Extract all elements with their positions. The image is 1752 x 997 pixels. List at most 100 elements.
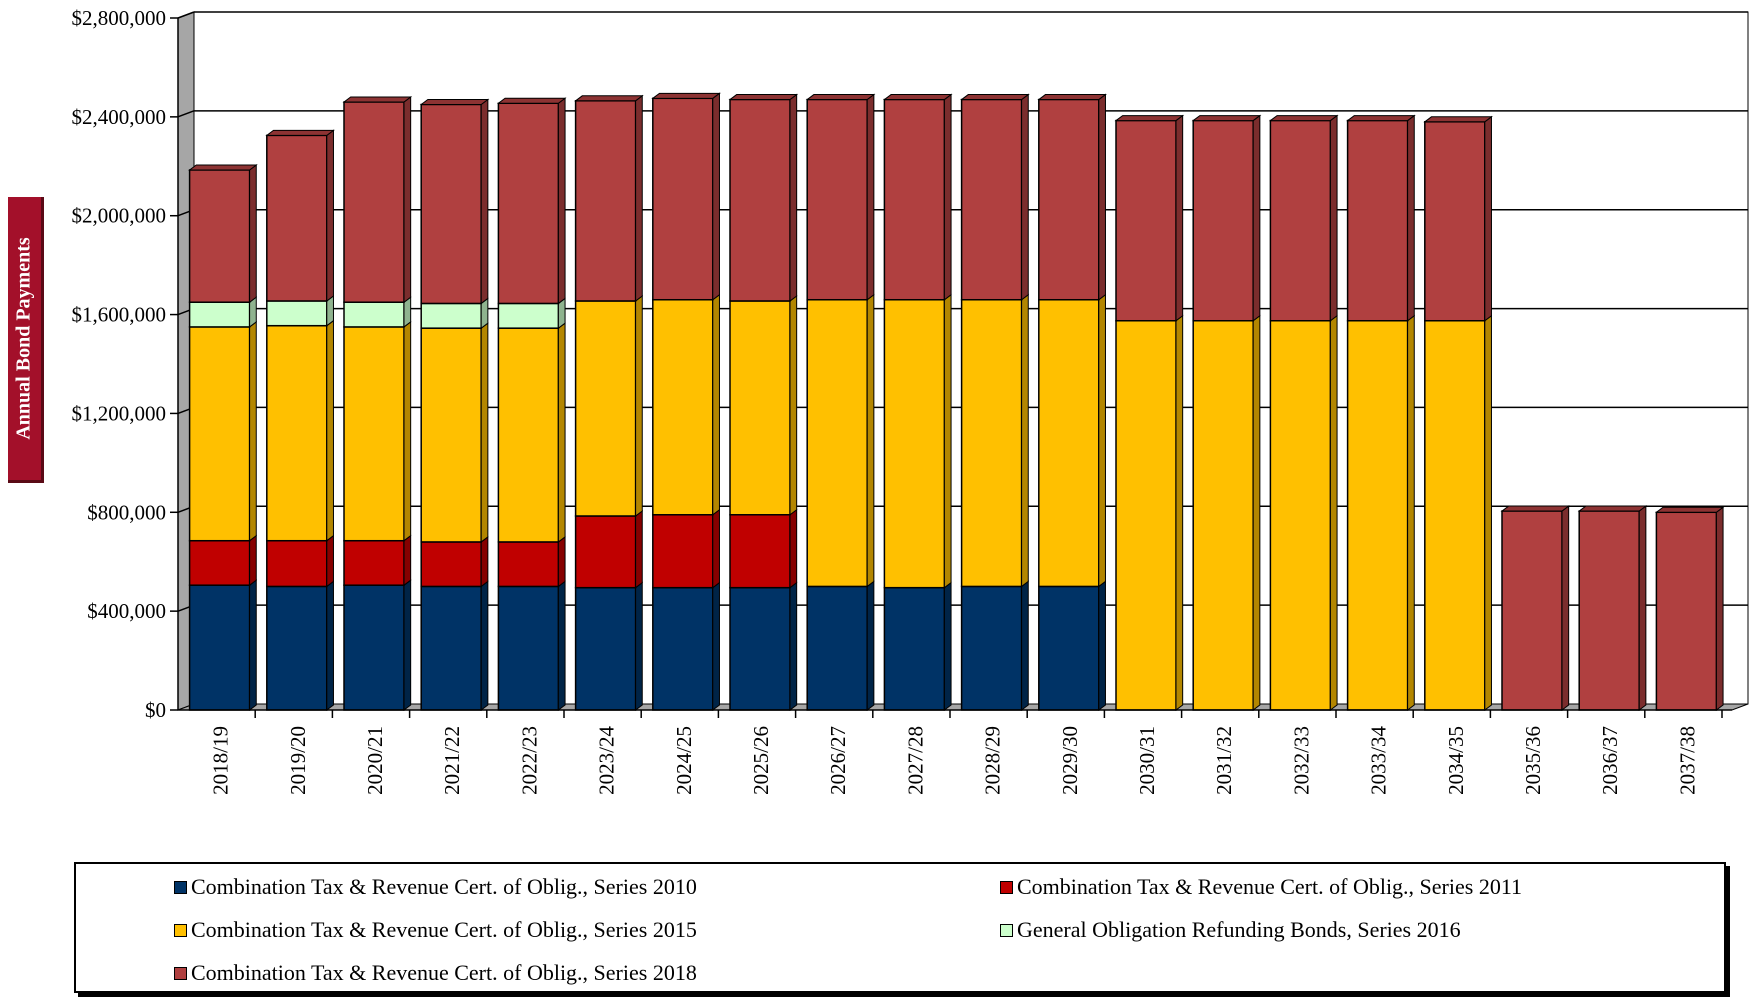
bar-front	[497, 102, 560, 305]
bar-segment	[343, 296, 412, 328]
bar-side	[326, 319, 334, 542]
bar-side	[1252, 114, 1261, 322]
bar-side	[1407, 314, 1415, 711]
bar-side	[326, 129, 334, 302]
y-tick-label: $800,000	[87, 500, 166, 524]
bar-segment	[960, 580, 1029, 711]
bar-segment	[188, 320, 257, 542]
bar-segment	[497, 322, 566, 543]
bar-front	[1269, 320, 1332, 711]
bar-front	[420, 585, 482, 711]
bar-segment	[729, 581, 798, 711]
bar-front	[497, 327, 560, 543]
bar-segment	[806, 293, 875, 588]
bar-top	[1191, 115, 1262, 122]
bar-side	[1098, 580, 1106, 712]
bar-front	[652, 298, 714, 516]
bar-front	[1192, 320, 1254, 711]
bar-front	[729, 586, 791, 711]
bar-segment	[343, 320, 412, 542]
bar-top	[265, 129, 335, 136]
x-tick-label: 2034/35	[1444, 726, 1468, 795]
x-tick-label: 2027/28	[903, 726, 927, 795]
legend-item-series-2010: Combination Tax & Revenue Cert. of Oblig…	[174, 874, 697, 900]
bar-top	[1423, 116, 1493, 123]
axis-layer: $0 $400,000 $800,000 $1,200,000 $1,600,000 $2…	[72, 6, 1732, 795]
bar-front	[729, 300, 791, 516]
bar-segment	[1346, 114, 1415, 322]
bar-side	[712, 92, 720, 301]
bar-segment	[497, 535, 566, 588]
bar-side	[712, 293, 720, 516]
y-tick-label: $2,800,000	[72, 6, 167, 30]
bar-segment	[1501, 505, 1570, 712]
bar-side	[943, 581, 952, 712]
bar-front	[1038, 585, 1100, 711]
bar-segment	[883, 581, 952, 712]
bar-segment	[420, 322, 489, 543]
bar-side	[789, 294, 798, 516]
bar-side	[712, 508, 720, 589]
bar-front	[1655, 511, 1718, 711]
bar-segment	[806, 580, 875, 712]
x-tick-label: 2033/34	[1367, 726, 1391, 795]
bar-front	[188, 301, 251, 328]
bar-segment	[652, 508, 720, 589]
bar-top	[960, 94, 1030, 101]
bar-front	[343, 539, 405, 586]
bar-segment	[420, 98, 489, 305]
x-tick-label: 2037/38	[1675, 726, 1699, 795]
bar-side	[635, 509, 643, 589]
bar-front	[1501, 510, 1563, 711]
bar-side	[1098, 93, 1106, 301]
legend-item-series-2018: Combination Tax & Revenue Cert. of Oblig…	[174, 960, 697, 986]
bar-side	[557, 97, 566, 305]
bar-front	[266, 134, 328, 302]
bar-top	[1037, 94, 1107, 101]
bar-front	[883, 298, 946, 589]
bar-top	[1114, 115, 1185, 122]
legend-swatch-series-2011	[1000, 880, 1013, 894]
bar-segment	[343, 579, 412, 712]
bar-segment	[1115, 314, 1184, 712]
bar-side	[249, 163, 257, 304]
bar-segment	[574, 94, 643, 302]
bar-segment	[266, 534, 334, 588]
bar-segment	[497, 297, 566, 330]
bar-side	[403, 320, 412, 542]
bar-front	[806, 298, 868, 588]
bar-segment	[1192, 314, 1261, 711]
legend-label-series-2015: Combination Tax & Revenue Cert. of Oblig…	[191, 917, 697, 942]
x-tick-label: 2026/27	[826, 726, 850, 795]
bar-top	[1346, 115, 1416, 122]
bar-segment	[188, 534, 257, 587]
bar-segment	[1269, 314, 1338, 712]
y-tick-label: $0	[145, 698, 166, 722]
y-tick-label: $2,400,000	[72, 105, 167, 129]
bar-side	[712, 581, 720, 711]
bar-front	[806, 98, 868, 301]
bar-segment	[652, 293, 720, 516]
bar-layer	[188, 92, 1725, 712]
bar-front	[497, 302, 560, 329]
bar-segment	[266, 580, 334, 711]
y-tick-label: $1,200,000	[72, 401, 167, 425]
bar-side	[1329, 314, 1338, 712]
legend-label-series-2011: Combination Tax & Revenue Cert. of Oblig…	[1017, 874, 1523, 899]
bar-side	[1175, 314, 1184, 712]
legend-label-series-2010: Combination Tax & Revenue Cert. of Oblig…	[191, 874, 697, 899]
bar-side	[789, 508, 798, 589]
bar-segment	[188, 296, 257, 328]
bar-side	[480, 535, 489, 588]
bar-side	[1175, 114, 1184, 322]
bar-front	[729, 98, 791, 302]
x-tick-label: 2019/20	[286, 726, 310, 795]
bar-front	[1115, 119, 1177, 322]
bar-segment	[1038, 293, 1106, 588]
bar-side	[557, 535, 566, 588]
bar-front	[343, 301, 405, 328]
bar-side	[557, 580, 566, 712]
bar-segment	[266, 294, 334, 327]
bar-front	[266, 300, 328, 327]
bar-top	[651, 92, 721, 99]
